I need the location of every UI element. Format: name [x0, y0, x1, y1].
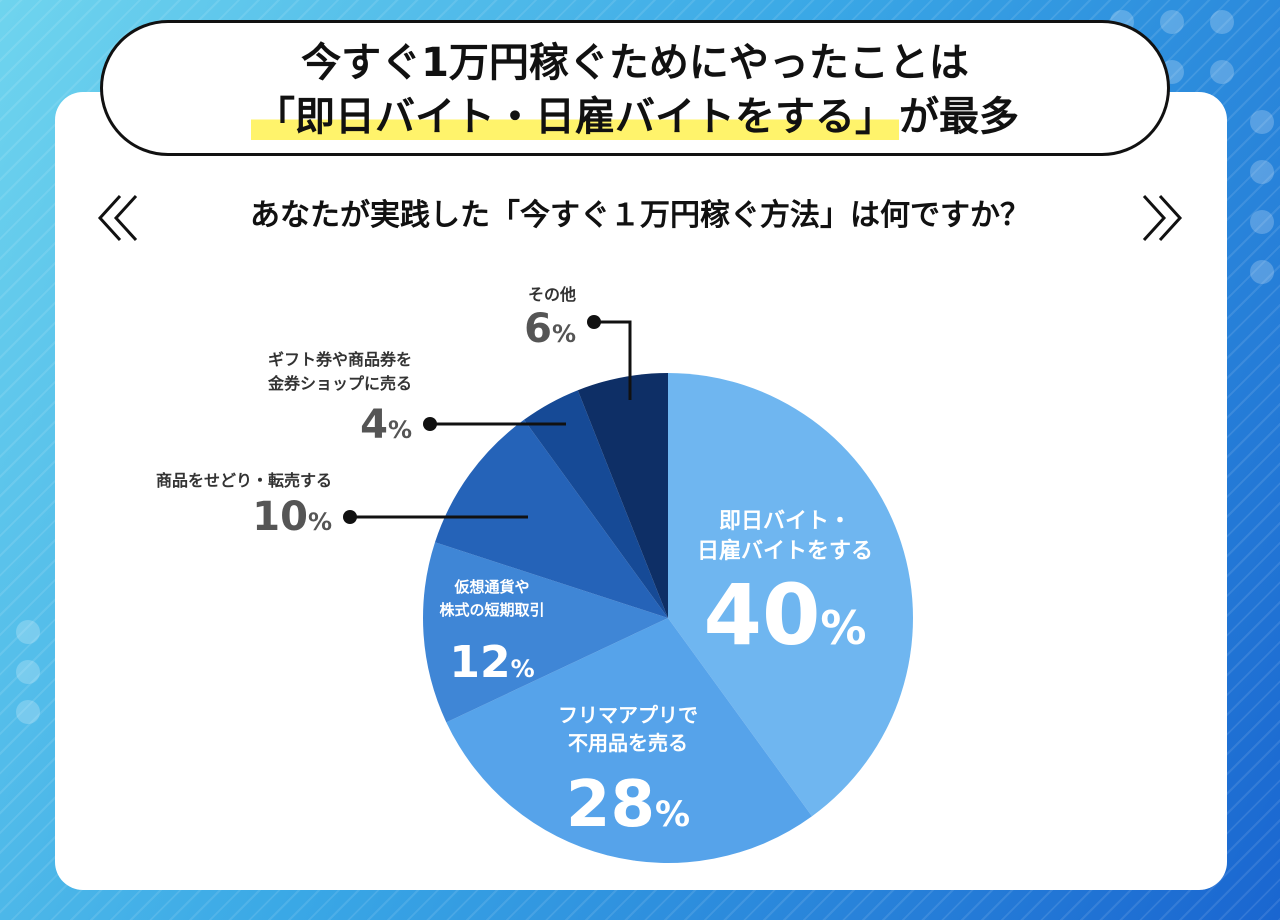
- pie-slice-6: [577, 373, 668, 618]
- headline-box: 今すぐ1万円稼ぐためにやったことは 「即日バイト・日雇バイトをする」 が最多: [100, 20, 1170, 156]
- callout-value: 4%: [360, 402, 412, 448]
- headline-tail: が最多: [899, 94, 1019, 140]
- slice-value: 40%: [704, 566, 867, 664]
- slice-label: フリマアプリで: [558, 703, 698, 727]
- slice-value-number: 40: [704, 566, 821, 664]
- pie-slice-1: [668, 373, 914, 817]
- slice-label: 仮想通貨や: [453, 578, 529, 596]
- callout-dot: [423, 417, 437, 431]
- slice-value-unit: %: [820, 601, 866, 655]
- callout-dot: [587, 315, 601, 329]
- pie-slice-3: [423, 542, 668, 723]
- callout-label: 商品をせどり・転売する: [156, 471, 332, 490]
- slice-value-number: 12: [449, 637, 510, 688]
- slice-label: 即日バイト・: [719, 509, 851, 534]
- chevron-left-icon: [97, 194, 138, 242]
- slice-label: 株式の短期取引: [439, 601, 544, 619]
- callout-value-unit: %: [308, 508, 332, 536]
- slice-label: 日雇バイトをする: [697, 538, 873, 564]
- slice-value-number: 28: [566, 768, 655, 842]
- callout-value-unit: %: [552, 320, 576, 348]
- callout-value-number: 4: [360, 402, 388, 448]
- pie-slice-4: [434, 419, 668, 618]
- slice-label: 不用品を売る: [568, 731, 688, 755]
- callout-line: [594, 320, 632, 400]
- callout-value-number: 6: [524, 306, 552, 352]
- callout-value: 6%: [524, 306, 576, 352]
- callout-label: その他: [528, 285, 576, 304]
- callout-label: ギフト券や商品券を: [268, 350, 412, 369]
- callout-label: 金券ショップに売る: [267, 374, 412, 393]
- survey-question: あなたが実践した「今すぐ１万円稼ぐ方法」は何ですか？: [250, 198, 1030, 233]
- slice-value: 12%: [449, 637, 534, 688]
- pie-slice-2: [446, 618, 813, 864]
- callout-value-number: 10: [252, 494, 308, 540]
- callout-value-unit: %: [388, 416, 412, 444]
- slice-value-unit: %: [655, 795, 690, 835]
- slice-value-unit: %: [511, 655, 535, 683]
- callout-dot: [343, 510, 357, 524]
- callout-value: 10%: [252, 494, 332, 540]
- headline-line2: 「即日バイト・日雇バイトをする」 が最多: [103, 91, 1167, 143]
- headline-line1: 今すぐ1万円稼ぐためにやったことは: [301, 40, 969, 86]
- slice-value: 28%: [566, 768, 690, 842]
- headline-highlight: 「即日バイト・日雇バイトをする」: [251, 94, 899, 140]
- pie-slice-5: [523, 390, 668, 618]
- chevron-right-icon: [1142, 194, 1183, 242]
